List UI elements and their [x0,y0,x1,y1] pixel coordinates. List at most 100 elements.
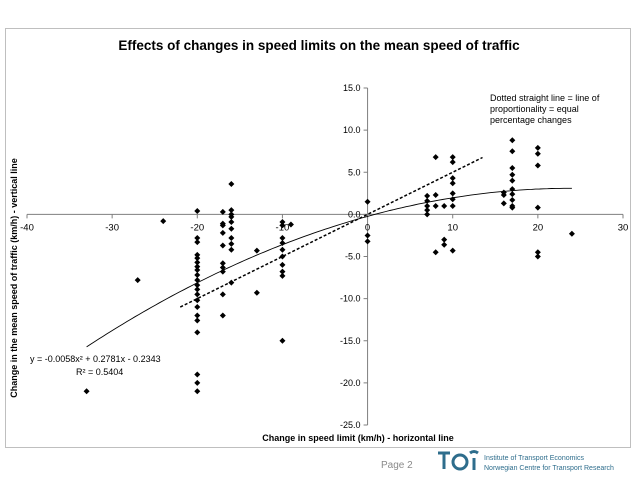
data-point [219,222,226,229]
data-point [534,249,541,256]
data-point [364,238,371,245]
y-tick-label: 5.0 [348,167,361,177]
data-point [424,192,431,199]
data-point [194,286,201,293]
data-point [160,218,167,225]
data-point [279,253,286,260]
chart-title: Effects of changes in speed limits on th… [118,38,520,53]
data-point [449,154,456,161]
x-tick-label: -10 [276,222,290,233]
data-point [509,197,516,204]
data-point [432,202,439,209]
data-point [279,261,286,268]
data-point [219,312,226,319]
data-point [194,251,201,258]
y-tick-label: -5.0 [345,252,361,262]
data-point [449,247,456,254]
data-point [194,234,201,241]
x-tick-label: -30 [105,222,119,233]
proportionality-line [179,156,483,308]
y-tick-label: -20.0 [340,378,361,388]
x-tick-label: -40 [20,222,34,233]
x-tick-label: -20 [190,222,204,233]
data-point [194,272,201,279]
data-point [500,200,507,207]
data-point [534,144,541,151]
trendline-equation: y = -0.0058x² + 0.2781x - 0.2343 [30,354,161,364]
data-point [194,266,201,273]
r-squared-label: R² = 0.5404 [76,367,123,377]
y-tick-label: 0.0 [348,209,361,219]
data-point [449,190,456,197]
data-point [228,279,235,286]
proportionality-annotation: Dotted straight line = line of proportion… [490,93,600,125]
x-tick-label: 10 [447,222,458,233]
data-point [279,246,286,253]
data-point [228,218,235,225]
trendline [86,187,572,348]
data-point [449,180,456,187]
data-point [509,191,516,198]
logo-line-2: Norwegian Centre for Transport Research [484,465,614,472]
data-point [449,202,456,209]
y-axis-title: Change in the mean speed of traffic (km/… [9,158,19,398]
data-point [194,239,201,246]
data-point [279,337,286,344]
data-point [228,234,235,241]
data-point [194,371,201,378]
data-point [364,232,371,239]
data-point [441,241,448,248]
data-point [194,291,201,298]
data-point [194,255,201,262]
data-point [194,312,201,319]
axes [26,87,624,426]
data-point [253,247,260,254]
data-point [441,202,448,209]
data-point [194,329,201,336]
data-point [228,240,235,247]
data-point [568,230,575,237]
data-point [194,388,201,395]
data-point [253,289,260,296]
data-point [279,222,286,229]
y-tick-label: -10.0 [340,294,361,304]
data-point [228,213,235,220]
data-point [364,198,371,205]
data-point [219,260,226,267]
data-point [509,171,516,178]
data-point [500,191,507,198]
chart-lines [86,156,572,348]
data-point [279,218,286,225]
data-point [194,379,201,386]
data-point [228,207,235,214]
data-point [194,259,201,266]
x-tick-label: 20 [533,222,544,233]
data-point [509,204,516,211]
data-point [219,229,226,236]
data-point [424,207,431,214]
data-point [509,165,516,172]
data-point [432,249,439,256]
data-point [509,148,516,155]
data-point [424,211,431,218]
data-point [219,208,226,215]
data-point [219,264,226,271]
data-point [449,159,456,166]
data-point [219,268,226,275]
data-point [228,225,235,232]
data-point [228,246,235,253]
data-point [424,202,431,209]
data-point [534,162,541,169]
data-point [534,204,541,211]
data-point [194,208,201,215]
data-point [219,291,226,298]
y-tick-label: -25.0 [340,420,361,430]
data-point [534,253,541,260]
x-axis-title: Change in speed limit (km/h) - horizonta… [262,433,454,443]
data-point [279,234,286,241]
data-point [279,268,286,275]
page-number: Page 2 [381,460,413,471]
data-point [534,150,541,157]
chart-text: -40 -30 -20 -10 0 10 20 30 15.0 10.0 5.0 0.0 -5.0 -10… [9,83,628,443]
